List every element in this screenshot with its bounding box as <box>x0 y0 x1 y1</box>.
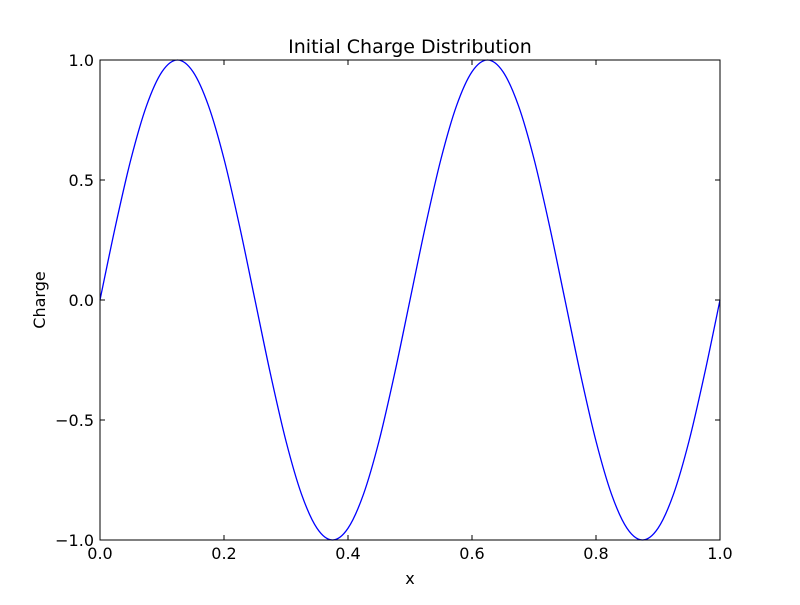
data-point <box>595 440 597 442</box>
data-point <box>130 158 132 160</box>
ticks-layer: 0.0 0.2 0.4 0.6 0.8 1.0 −1.0 −0.5 0.0 0.5 1.0 <box>55 51 733 563</box>
data-point <box>688 440 690 442</box>
x-tick-label: 0.6 <box>459 544 484 563</box>
data-point <box>363 493 365 495</box>
data-point <box>192 71 194 73</box>
data-point <box>611 493 613 495</box>
y-tick-label: 0.0 <box>69 291 94 310</box>
data-point <box>239 225 241 227</box>
data-point <box>394 373 396 375</box>
data-point <box>254 299 256 301</box>
x-axis-label: x <box>405 569 414 588</box>
x-tick-label: 0.2 <box>211 544 236 563</box>
y-tick-label: 1.0 <box>69 51 94 70</box>
x-tick-label: 0.0 <box>87 544 112 563</box>
data-point <box>580 373 582 375</box>
data-point <box>425 225 427 227</box>
data-point <box>409 299 411 301</box>
data-point <box>471 71 473 73</box>
data-point <box>673 493 675 495</box>
data-point <box>285 440 287 442</box>
data-point <box>270 373 272 375</box>
data-point <box>301 493 303 495</box>
data-point <box>533 158 535 160</box>
series-line <box>99 59 721 541</box>
data-point <box>440 158 442 160</box>
data-point <box>704 373 706 375</box>
data-point <box>626 527 628 529</box>
x-tick-label: 1.0 <box>707 544 732 563</box>
series-layer <box>99 59 721 541</box>
chart-title: Initial Charge Distribution <box>288 36 532 58</box>
x-tick-label: 0.8 <box>583 544 608 563</box>
y-tick-label: 0.5 <box>69 171 94 190</box>
data-point <box>518 105 520 107</box>
data-point <box>564 299 566 301</box>
data-point <box>378 440 380 442</box>
data-point <box>657 527 659 529</box>
data-point <box>208 105 210 107</box>
data-point <box>316 527 318 529</box>
y-tick-label: −1.0 <box>55 531 94 550</box>
data-point <box>115 225 117 227</box>
data-point <box>146 105 148 107</box>
data-point <box>502 71 504 73</box>
data-point <box>347 527 349 529</box>
y-axis-label: Charge <box>30 271 49 328</box>
y-tick-label: −0.5 <box>55 411 94 430</box>
data-point <box>456 105 458 107</box>
x-tick-label: 0.4 <box>335 544 360 563</box>
data-point <box>549 225 551 227</box>
data-point <box>223 158 225 160</box>
data-point <box>161 71 163 73</box>
